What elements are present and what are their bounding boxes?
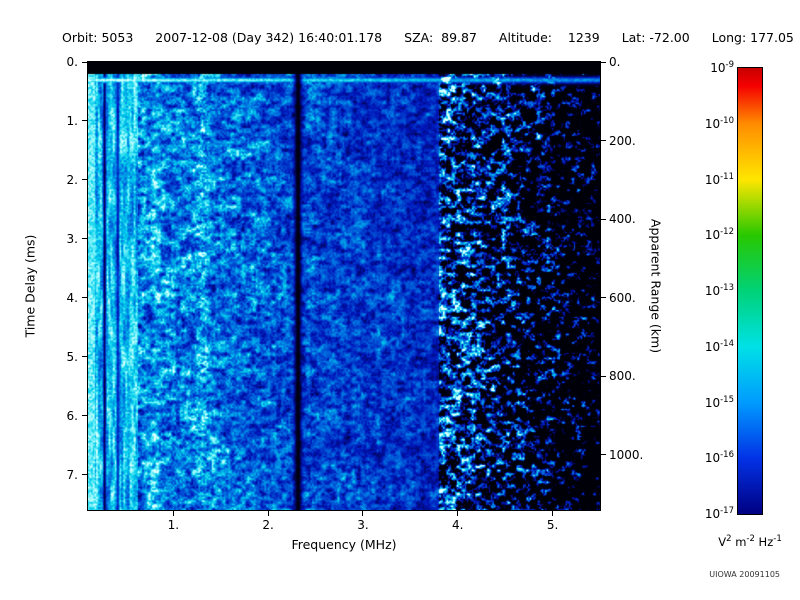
colorbar-tick-label: 10-11 xyxy=(704,171,734,187)
x-tick-label: 4. xyxy=(452,518,464,532)
y-tick-mark xyxy=(82,415,88,417)
y-tick-label: 2. xyxy=(66,172,78,187)
colorbar-tick-label: 10-12 xyxy=(704,227,734,243)
x-tick-label: 5. xyxy=(546,518,559,532)
range-tick-label: 800. xyxy=(609,369,636,384)
range-tick-label: 400. xyxy=(609,212,636,227)
range-tick-mark xyxy=(600,297,606,299)
colorbar-tick-label: 10-10 xyxy=(704,115,734,131)
header-orbit: Orbit: 5053 xyxy=(62,30,134,45)
colorbar-units-label: V2 m-2 Hz-1 xyxy=(718,534,782,549)
watermark: UIOWA 20091105 xyxy=(709,570,780,579)
y-tick-label: 6. xyxy=(66,408,78,423)
spectrogram-canvas xyxy=(88,62,600,510)
y-tick-mark xyxy=(82,238,88,240)
colorbar-tick-label: 10-9 xyxy=(710,60,734,75)
x-axis-title: Frequency (MHz) xyxy=(291,537,397,552)
x-tick-label: 1. xyxy=(167,518,180,532)
range-tick-mark xyxy=(600,61,606,63)
y-tick-label: 1. xyxy=(66,113,78,128)
colorbar-tick-label: 10-14 xyxy=(704,338,734,354)
range-tick-mark xyxy=(600,140,606,142)
header-altitude: Altitude: 1239 xyxy=(498,30,600,45)
y-tick-label: 3. xyxy=(66,231,78,246)
colorbar xyxy=(737,67,763,515)
colorbar-tick-label: 10-15 xyxy=(704,394,734,410)
right-axis-title: Apparent Range (km) xyxy=(648,218,664,354)
colorbar-tick-label: 10-13 xyxy=(704,283,734,298)
y-tick-mark xyxy=(82,120,88,122)
x-tick-mark xyxy=(457,510,459,516)
range-tick-label: 600. xyxy=(609,290,636,305)
x-tick-mark xyxy=(362,510,364,516)
y-tick-mark xyxy=(82,356,88,358)
range-tick-mark xyxy=(600,454,606,456)
y-tick-mark xyxy=(82,61,88,63)
y-tick-label: 5. xyxy=(66,349,78,364)
x-tick-label: 3. xyxy=(357,518,369,532)
header-info: Orbit: 5053 2007-12-08 (Day 342) 16:40:0… xyxy=(62,30,794,45)
y-tick-mark xyxy=(82,297,88,299)
spectrogram-plot xyxy=(87,61,601,511)
range-tick-label: 200. xyxy=(609,133,636,148)
x-tick-mark xyxy=(267,510,269,516)
range-tick-mark xyxy=(600,375,606,377)
colorbar-tick-label: 10-16 xyxy=(704,450,734,466)
x-tick-mark xyxy=(552,510,554,516)
y-axis-title: Time Delay (ms) xyxy=(22,234,38,338)
header-lat: Lat: -72.00 xyxy=(621,30,690,45)
range-tick-label: 1000. xyxy=(609,447,644,462)
y-tick-label: 7. xyxy=(66,467,78,482)
y-tick-label: 4. xyxy=(66,290,78,305)
colorbar-tick-label: 10-17 xyxy=(704,506,734,521)
range-tick-mark xyxy=(600,218,606,220)
y-tick-mark xyxy=(82,474,88,476)
range-tick-label: 0. xyxy=(609,55,621,69)
x-tick-label: 2. xyxy=(262,518,274,532)
header-datetime: 2007-12-08 (Day 342) 16:40:01.178 xyxy=(155,30,383,45)
header-long: Long: 177.05 xyxy=(711,30,794,45)
y-tick-label: 0. xyxy=(66,55,78,69)
y-tick-mark xyxy=(82,179,88,181)
header-sza: SZA: 89.87 xyxy=(404,30,477,45)
x-tick-mark xyxy=(172,510,174,516)
